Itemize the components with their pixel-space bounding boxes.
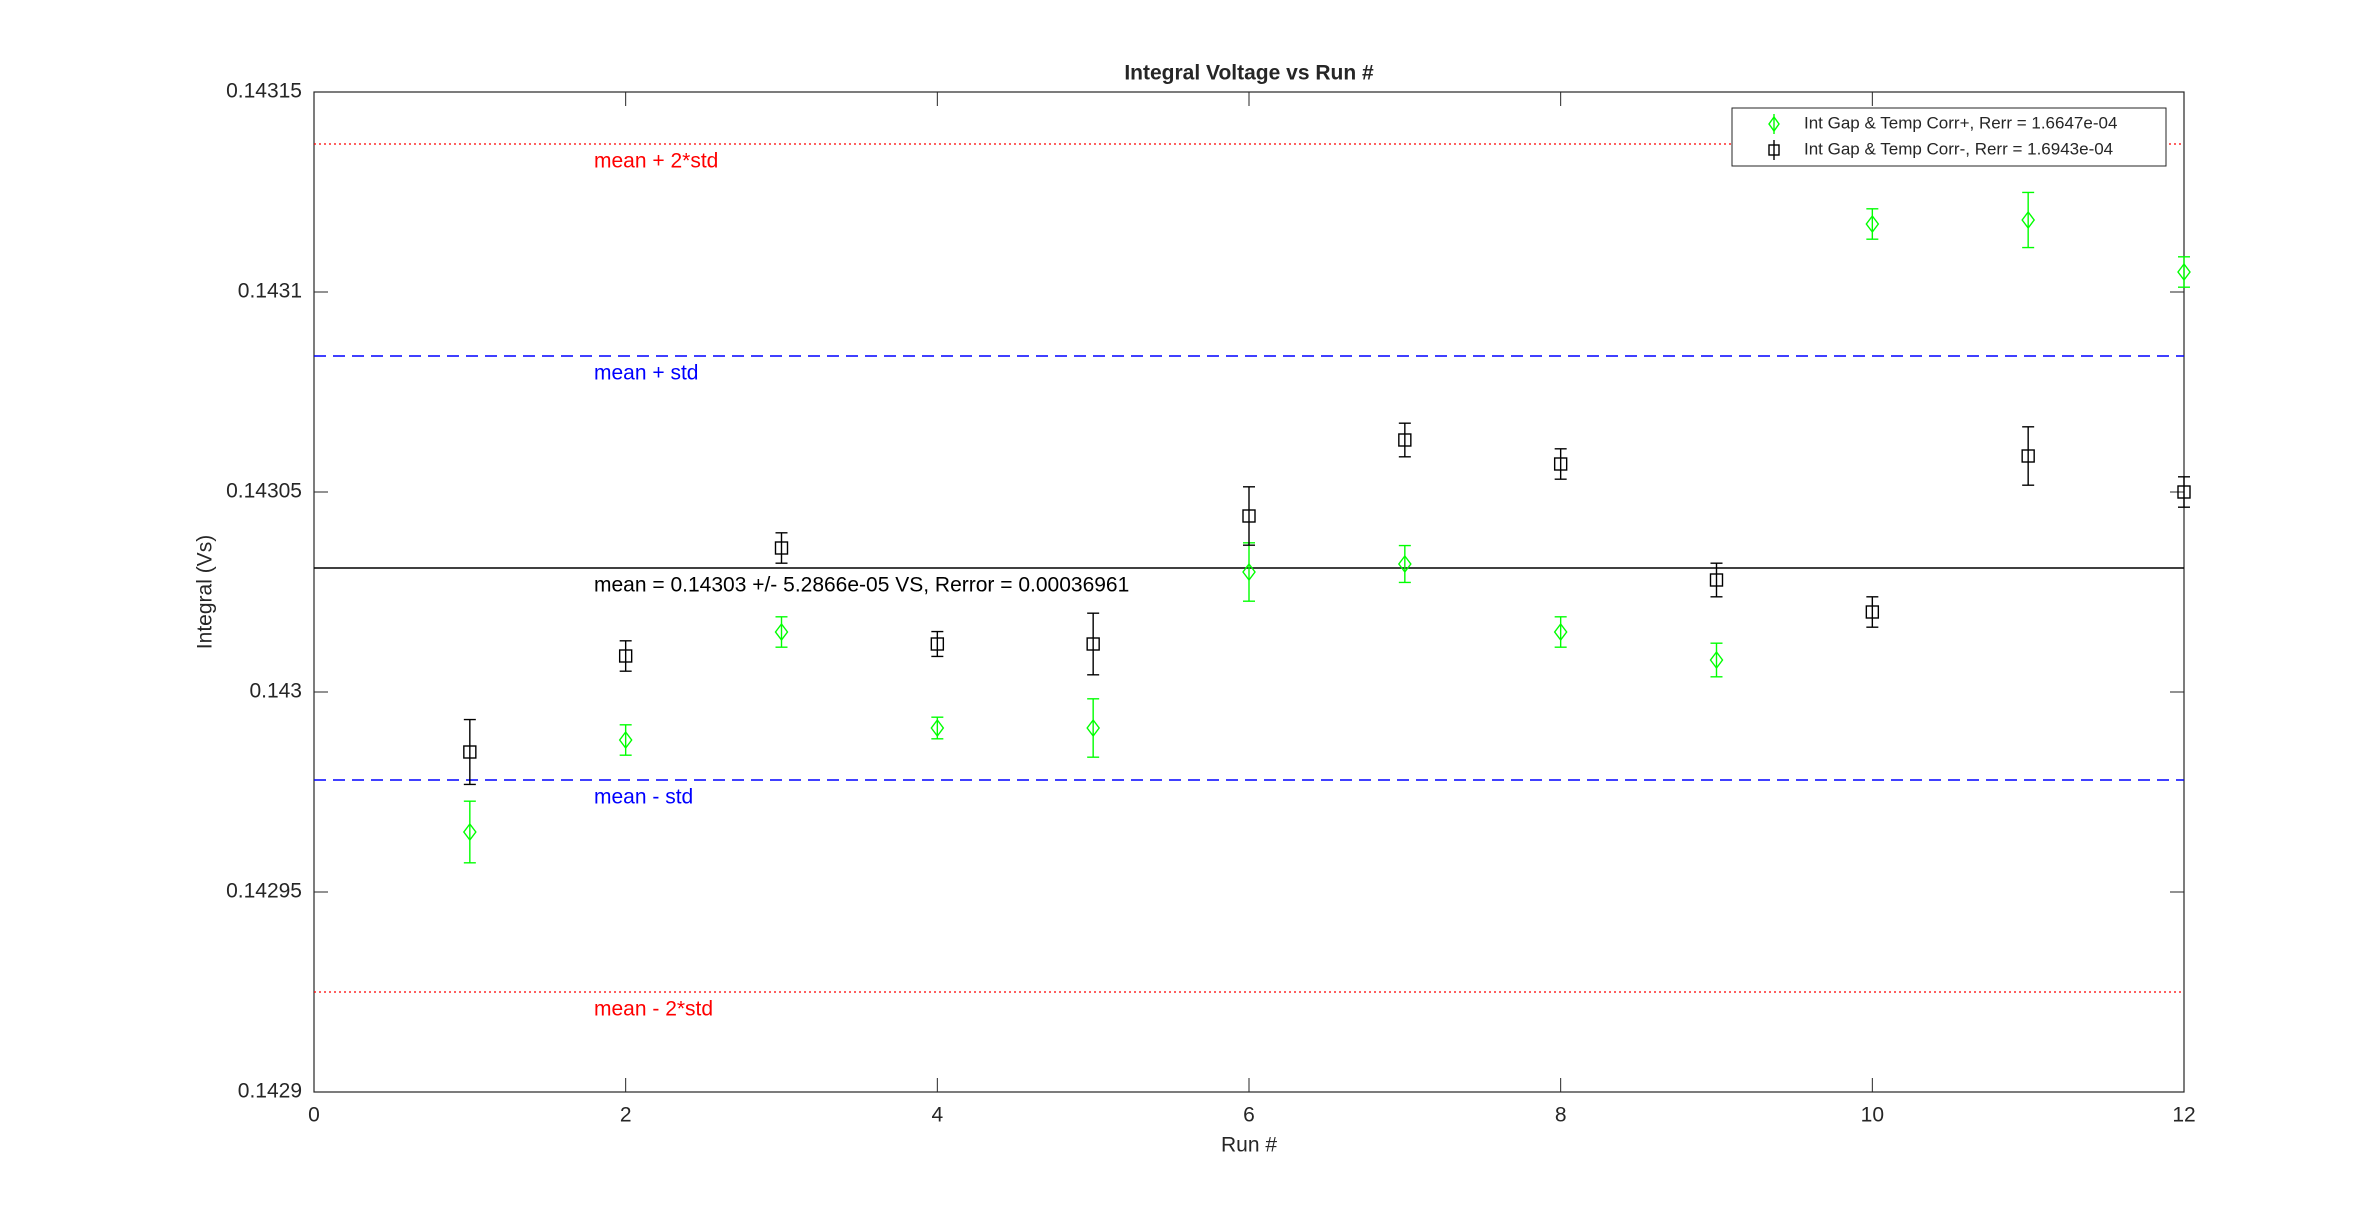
- reference-label: mean + std: [594, 362, 698, 385]
- error-bar: [1398, 544, 1411, 584]
- y-tick-label: 0.143: [249, 680, 302, 703]
- reference-label: mean - std: [594, 786, 693, 809]
- error-bar: [619, 724, 632, 756]
- marker: [1242, 509, 1256, 523]
- y-tick-label: 0.14305: [226, 480, 302, 503]
- error-bar: [1710, 642, 1723, 678]
- marker: [463, 745, 477, 759]
- x-axis-label: Run #: [1221, 1134, 1277, 1157]
- error-bar: [1866, 208, 1879, 240]
- error-bar: [463, 800, 476, 864]
- error-bar: [1243, 486, 1255, 546]
- marker: [1553, 457, 1568, 471]
- marker: [2177, 485, 2191, 499]
- legend-marker: [1768, 115, 1780, 133]
- y-axis-label: Integral (Vs): [194, 535, 217, 649]
- x-tick-label: 6: [1243, 1104, 1255, 1127]
- x-tick-label: 12: [2172, 1104, 2195, 1127]
- marker: [1865, 605, 1880, 619]
- legend-marker: [1768, 144, 1780, 156]
- error-bar: [1554, 616, 1567, 648]
- marker: [1397, 554, 1412, 574]
- error-bar: [931, 630, 944, 658]
- reference-label: mean + 2*std: [594, 150, 718, 173]
- legend-box: [1731, 107, 2167, 167]
- x-tick-label: 8: [1555, 1104, 1567, 1127]
- error-bar: [619, 640, 632, 672]
- marker: [1398, 433, 1412, 447]
- marker: [1865, 214, 1880, 234]
- x-tick-label: 4: [931, 1104, 943, 1127]
- x-tick-label: 0: [308, 1104, 320, 1127]
- error-bar: [1087, 698, 1100, 758]
- marker: [1553, 622, 1568, 642]
- error-bar: [1554, 448, 1567, 480]
- x-tick-label: 10: [1861, 1104, 1884, 1127]
- marker: [2021, 449, 2035, 463]
- y-tick-label: 0.14295: [226, 880, 302, 903]
- error-bar: [1398, 422, 1411, 458]
- reference-label: mean = 0.14303 +/- 5.2866e-05 VS, Rerror…: [594, 574, 1129, 597]
- marker: [1086, 637, 1100, 651]
- error-bar: [775, 532, 788, 564]
- error-bar: [2178, 476, 2190, 508]
- y-tick-label: 0.1431: [238, 280, 302, 303]
- marker: [930, 637, 945, 651]
- marker: [462, 822, 477, 842]
- marker: [1086, 718, 1101, 738]
- marker: [1709, 650, 1724, 670]
- marker: [2021, 210, 2036, 230]
- error-bar: [1710, 562, 1723, 598]
- marker: [774, 622, 789, 642]
- error-bar: [1866, 596, 1879, 628]
- error-bar: [2022, 191, 2035, 249]
- legend-label: Int Gap & Temp Corr-, Rerr = 1.6943e-04: [1804, 139, 2113, 158]
- chart-title: Integral Voltage vs Run #: [1124, 62, 1374, 85]
- reference-label: mean - 2*std: [594, 998, 713, 1021]
- x-tick-label: 2: [620, 1104, 632, 1127]
- error-bar: [463, 718, 476, 786]
- marker: [1242, 562, 1256, 582]
- error-bar: [1087, 612, 1100, 676]
- marker: [618, 730, 633, 750]
- marker: [1709, 573, 1724, 587]
- y-tick-label: 0.14315: [226, 80, 302, 103]
- marker: [774, 541, 789, 555]
- marker: [618, 649, 633, 663]
- marker: [2177, 262, 2191, 282]
- error-bar: [2022, 426, 2035, 486]
- legend-label: Int Gap & Temp Corr+, Rerr = 1.6647e-04: [1804, 113, 2117, 132]
- error-bar: [2178, 256, 2190, 288]
- marker: [930, 718, 945, 738]
- y-tick-label: 0.1429: [238, 1080, 302, 1103]
- error-bar: [775, 616, 788, 648]
